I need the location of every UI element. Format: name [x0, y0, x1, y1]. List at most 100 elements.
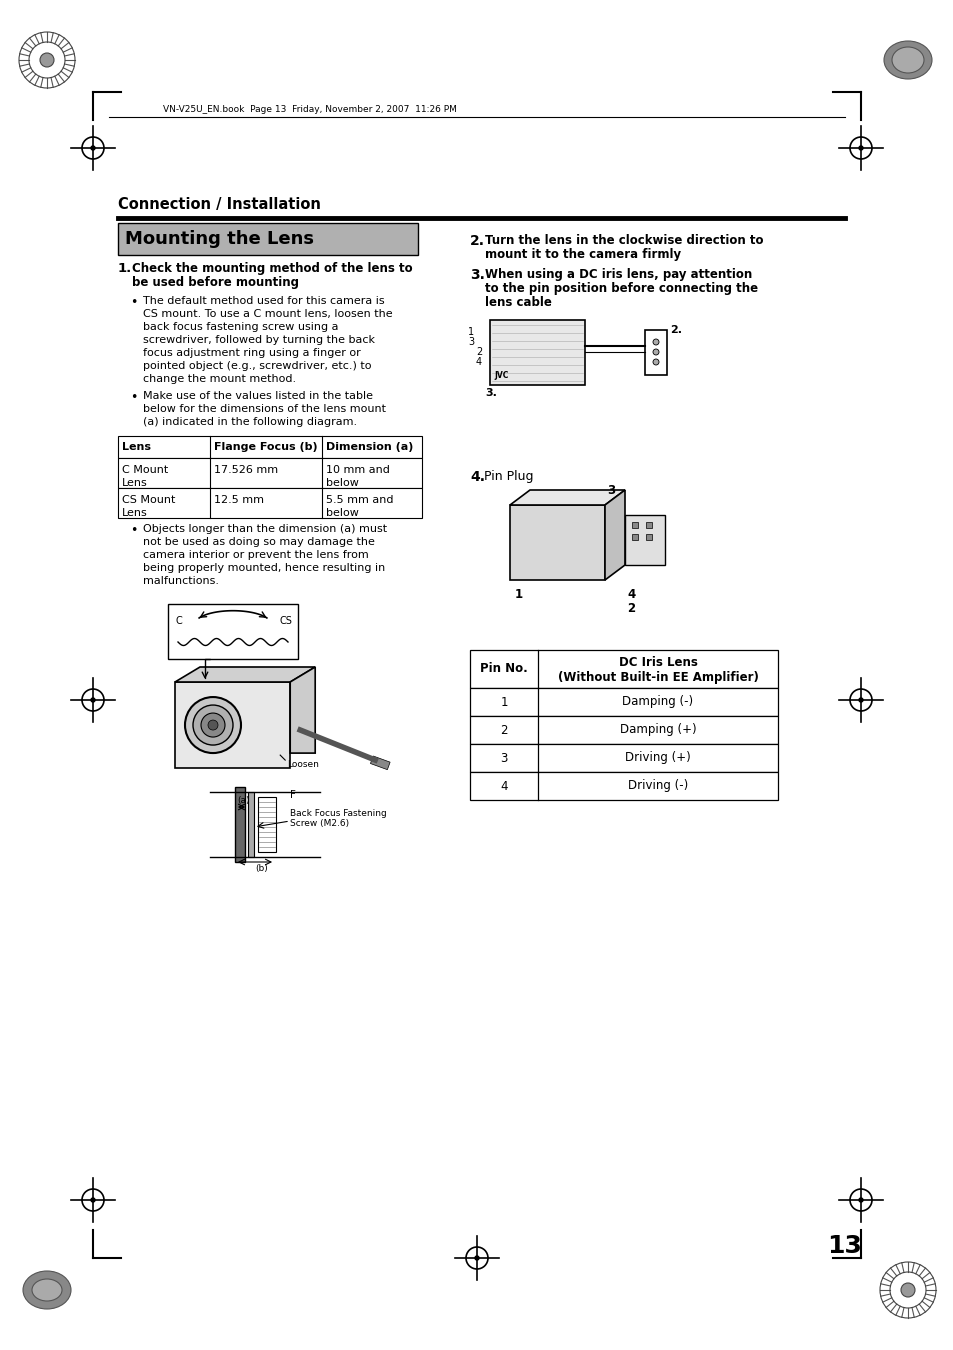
Circle shape: [185, 697, 241, 753]
Text: Loosen: Loosen: [287, 760, 318, 770]
Text: 1: 1: [499, 695, 507, 709]
Text: Pin No.: Pin No.: [479, 663, 527, 675]
Text: Mounting the Lens: Mounting the Lens: [125, 230, 314, 248]
Bar: [470, 744, 778, 772]
Text: (Without Built-in EE Amplifier): (Without Built-in EE Amplifier): [557, 671, 758, 683]
Circle shape: [652, 339, 659, 346]
Text: Lens: Lens: [122, 508, 148, 518]
Circle shape: [40, 53, 54, 68]
Text: JVC: JVC: [494, 371, 508, 379]
Ellipse shape: [32, 1278, 62, 1301]
Text: to the pin position before connecting the: to the pin position before connecting th…: [484, 282, 758, 296]
Text: CS mount. To use a C mount lens, loosen the: CS mount. To use a C mount lens, loosen …: [143, 309, 393, 319]
Text: malfunctions.: malfunctions.: [143, 576, 219, 586]
Ellipse shape: [883, 40, 931, 80]
Bar: [234, 787, 245, 863]
Text: 4.: 4.: [470, 470, 484, 485]
Polygon shape: [290, 667, 314, 753]
Bar: [624, 514, 664, 566]
Bar: [118, 487, 421, 518]
Text: Turn the lens in the clockwise direction to: Turn the lens in the clockwise direction…: [484, 234, 762, 247]
Bar: [631, 535, 638, 540]
Text: Driving (-): Driving (-): [627, 779, 687, 792]
Bar: [645, 535, 651, 540]
Text: C: C: [175, 616, 183, 626]
Ellipse shape: [891, 47, 923, 73]
Text: Connection / Installation: Connection / Installation: [118, 197, 320, 212]
Circle shape: [900, 1282, 914, 1297]
Text: 12.5 mm: 12.5 mm: [213, 495, 264, 505]
Text: •: •: [130, 296, 137, 309]
Text: 3: 3: [499, 752, 507, 764]
Bar: [370, 756, 390, 770]
Text: Dimension (a): Dimension (a): [326, 441, 413, 452]
Text: Driving (+): Driving (+): [624, 752, 690, 764]
Text: camera interior or prevent the lens from: camera interior or prevent the lens from: [143, 549, 369, 560]
Text: Lens: Lens: [122, 441, 151, 452]
Bar: [645, 522, 651, 528]
Bar: [644, 329, 666, 375]
Bar: [248, 792, 253, 857]
Bar: [470, 716, 778, 744]
Bar: [118, 436, 421, 458]
Circle shape: [858, 1197, 862, 1202]
Text: change the mount method.: change the mount method.: [143, 374, 295, 383]
Text: 3.: 3.: [470, 269, 484, 282]
Bar: [470, 688, 778, 716]
Text: below: below: [326, 478, 358, 487]
Text: 2: 2: [626, 602, 635, 616]
Text: being properly mounted, hence resulting in: being properly mounted, hence resulting …: [143, 563, 385, 572]
Text: •: •: [130, 524, 137, 537]
Text: 4: 4: [476, 356, 481, 367]
Circle shape: [91, 146, 95, 150]
Text: 3.: 3.: [484, 387, 497, 398]
Circle shape: [475, 1256, 478, 1260]
Text: The default method used for this camera is: The default method used for this camera …: [143, 296, 384, 306]
Text: pointed object (e.g., screwdriver, etc.) to: pointed object (e.g., screwdriver, etc.)…: [143, 360, 371, 371]
Circle shape: [858, 698, 862, 702]
Text: VN-V25U_EN.book  Page 13  Friday, November 2, 2007  11:26 PM: VN-V25U_EN.book Page 13 Friday, November…: [163, 105, 456, 113]
Text: CS Mount: CS Mount: [122, 495, 175, 505]
Text: 2: 2: [476, 347, 482, 356]
Bar: [470, 772, 778, 801]
Bar: [168, 603, 297, 659]
Text: screwdriver, followed by turning the back: screwdriver, followed by turning the bac…: [143, 335, 375, 346]
Text: (a) indicated in the following diagram.: (a) indicated in the following diagram.: [143, 417, 356, 427]
Text: C Mount: C Mount: [122, 464, 168, 475]
Circle shape: [208, 720, 218, 730]
Text: Flange Focus (b): Flange Focus (b): [213, 441, 317, 452]
Polygon shape: [510, 490, 624, 505]
Bar: [510, 505, 604, 580]
Text: Damping (+): Damping (+): [619, 724, 696, 737]
Text: focus adjustment ring using a finger or: focus adjustment ring using a finger or: [143, 348, 360, 358]
Text: 4: 4: [626, 589, 635, 601]
Text: 13: 13: [826, 1234, 862, 1258]
Bar: [631, 522, 638, 528]
Text: 1: 1: [468, 327, 474, 338]
Text: Pin Plug: Pin Plug: [483, 470, 533, 483]
Text: •: •: [130, 392, 137, 404]
Circle shape: [193, 705, 233, 745]
Circle shape: [858, 146, 862, 150]
Polygon shape: [604, 490, 624, 580]
Text: below for the dimensions of the lens mount: below for the dimensions of the lens mou…: [143, 404, 386, 414]
Text: 5.5 mm and: 5.5 mm and: [326, 495, 393, 505]
Text: When using a DC iris lens, pay attention: When using a DC iris lens, pay attention: [484, 269, 752, 281]
Bar: [490, 320, 584, 385]
Text: 10 mm and: 10 mm and: [326, 464, 390, 475]
Polygon shape: [174, 667, 314, 682]
Text: mount it to the camera firmly: mount it to the camera firmly: [484, 248, 680, 261]
Text: Make use of the values listed in the table: Make use of the values listed in the tab…: [143, 392, 373, 401]
Bar: [118, 458, 421, 487]
Text: CS: CS: [280, 616, 293, 626]
Text: DC Iris Lens: DC Iris Lens: [618, 656, 697, 670]
Ellipse shape: [23, 1270, 71, 1310]
Text: 1.: 1.: [118, 262, 132, 275]
Text: Lens: Lens: [122, 478, 148, 487]
Text: 1: 1: [515, 589, 522, 601]
Text: 2.: 2.: [669, 325, 681, 335]
Text: below: below: [326, 508, 358, 518]
Text: Back Focus Fastening
Screw (M2.6): Back Focus Fastening Screw (M2.6): [290, 809, 386, 829]
Text: 3: 3: [606, 485, 615, 497]
Text: back focus fastening screw using a: back focus fastening screw using a: [143, 323, 338, 332]
